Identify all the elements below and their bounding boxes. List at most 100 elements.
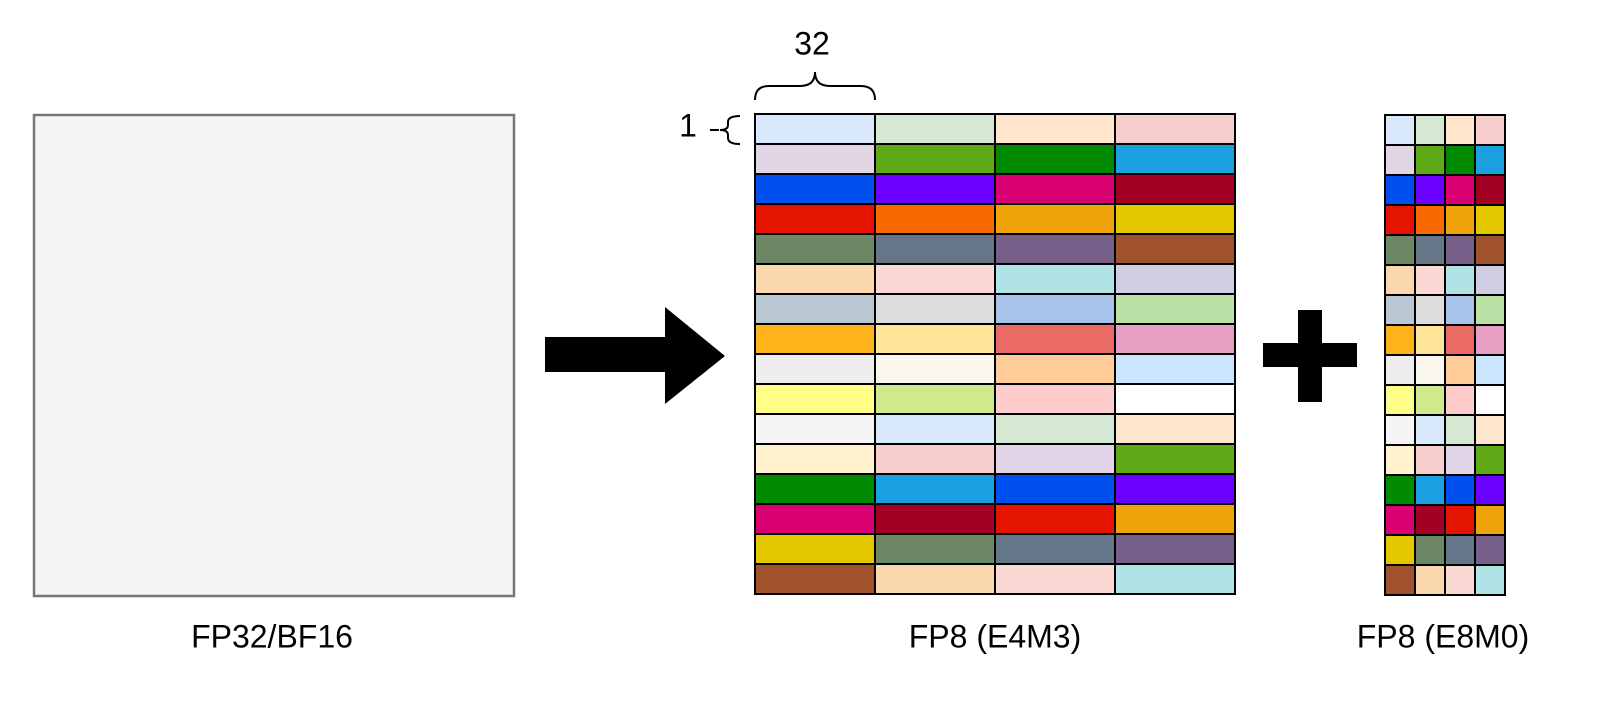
scale-cell bbox=[1474, 444, 1506, 476]
element-cell bbox=[754, 263, 876, 295]
element-cell bbox=[994, 143, 1116, 175]
element-cell bbox=[1114, 443, 1236, 475]
element-cell bbox=[994, 173, 1116, 205]
element-cell bbox=[874, 503, 996, 535]
scale-cell bbox=[1444, 324, 1476, 356]
scale-cell bbox=[1384, 564, 1416, 596]
element-cell bbox=[754, 203, 876, 235]
element-cell bbox=[994, 323, 1116, 355]
scale-cell bbox=[1384, 444, 1416, 476]
scale-cell bbox=[1384, 414, 1416, 446]
scale-cell bbox=[1474, 354, 1506, 386]
scale-cell bbox=[1474, 264, 1506, 296]
element-cell bbox=[754, 233, 876, 265]
element-cell bbox=[1114, 263, 1236, 295]
element-cell bbox=[1114, 503, 1236, 535]
element-cell bbox=[994, 383, 1116, 415]
scale-cell bbox=[1384, 204, 1416, 236]
element-cell bbox=[754, 533, 876, 565]
scale-cell bbox=[1384, 174, 1416, 206]
scale-cell bbox=[1414, 474, 1446, 506]
scale-cell bbox=[1414, 264, 1446, 296]
element-cell bbox=[874, 383, 996, 415]
scale-cell bbox=[1384, 354, 1416, 386]
element-cell bbox=[874, 533, 996, 565]
scale-cell bbox=[1474, 534, 1506, 566]
scale-cell bbox=[1474, 234, 1506, 266]
element-cell bbox=[874, 353, 996, 385]
element-cell bbox=[994, 353, 1116, 385]
element-cell bbox=[1114, 143, 1236, 175]
scale-cell bbox=[1474, 324, 1506, 356]
element-cell bbox=[994, 203, 1116, 235]
element-cell bbox=[994, 113, 1116, 145]
element-cell bbox=[1114, 473, 1236, 505]
element-cell bbox=[994, 413, 1116, 445]
scale-cell bbox=[1444, 444, 1476, 476]
element-cell bbox=[754, 413, 876, 445]
elements-label: FP8 (E4M3) bbox=[909, 618, 1081, 654]
scale-cell bbox=[1414, 114, 1446, 146]
scale-cell bbox=[1384, 474, 1416, 506]
scale-cell bbox=[1474, 564, 1506, 596]
element-cell bbox=[754, 353, 876, 385]
element-cell bbox=[994, 233, 1116, 265]
scale-cell bbox=[1444, 234, 1476, 266]
scale-cell bbox=[1444, 414, 1476, 446]
scale-cell bbox=[1384, 264, 1416, 296]
scale-cell bbox=[1384, 234, 1416, 266]
grids bbox=[754, 113, 1506, 596]
element-cell bbox=[754, 563, 876, 595]
element-cell bbox=[1114, 563, 1236, 595]
scale-cell bbox=[1414, 324, 1446, 356]
element-cell bbox=[874, 293, 996, 325]
element-cell bbox=[994, 533, 1116, 565]
element-cell bbox=[874, 143, 996, 175]
element-cell bbox=[994, 563, 1116, 595]
scale-cell bbox=[1474, 204, 1506, 236]
element-cell bbox=[754, 503, 876, 535]
scale-cell bbox=[1444, 264, 1476, 296]
scale-cell bbox=[1384, 114, 1416, 146]
element-cell bbox=[994, 293, 1116, 325]
scale-cell bbox=[1384, 384, 1416, 416]
element-cell bbox=[1114, 323, 1236, 355]
scale-cell bbox=[1414, 144, 1446, 176]
element-cell bbox=[874, 413, 996, 445]
block-width-label: 32 bbox=[794, 25, 830, 61]
scale-cell bbox=[1444, 294, 1476, 326]
source-label: FP32/BF16 bbox=[191, 618, 353, 654]
element-cell bbox=[1114, 113, 1236, 145]
element-cell bbox=[754, 113, 876, 145]
scale-cell bbox=[1444, 174, 1476, 206]
scale-cell bbox=[1414, 534, 1446, 566]
scale-cell bbox=[1414, 294, 1446, 326]
element-cell bbox=[994, 503, 1116, 535]
scale-cell bbox=[1474, 384, 1506, 416]
scale-cell bbox=[1444, 114, 1476, 146]
element-cell bbox=[874, 473, 996, 505]
scale-cell bbox=[1474, 294, 1506, 326]
element-cell bbox=[754, 443, 876, 475]
scale-cell bbox=[1384, 534, 1416, 566]
scale-cell bbox=[1474, 474, 1506, 506]
scale-cell bbox=[1444, 204, 1476, 236]
height-brace bbox=[719, 115, 741, 145]
scale-cell bbox=[1444, 354, 1476, 386]
scale-cell bbox=[1474, 504, 1506, 536]
scale-cell bbox=[1414, 354, 1446, 386]
scale-cell bbox=[1384, 504, 1416, 536]
element-cell bbox=[1114, 173, 1236, 205]
element-cell bbox=[874, 233, 996, 265]
element-cell bbox=[1114, 293, 1236, 325]
scale-cell bbox=[1474, 174, 1506, 206]
element-cell bbox=[1114, 353, 1236, 385]
scale-cell bbox=[1414, 444, 1446, 476]
plus-horizontal bbox=[1263, 343, 1357, 367]
width-brace bbox=[754, 71, 876, 101]
element-cell bbox=[1114, 383, 1236, 415]
element-cell bbox=[754, 293, 876, 325]
element-cell bbox=[994, 263, 1116, 295]
element-cell bbox=[1114, 413, 1236, 445]
